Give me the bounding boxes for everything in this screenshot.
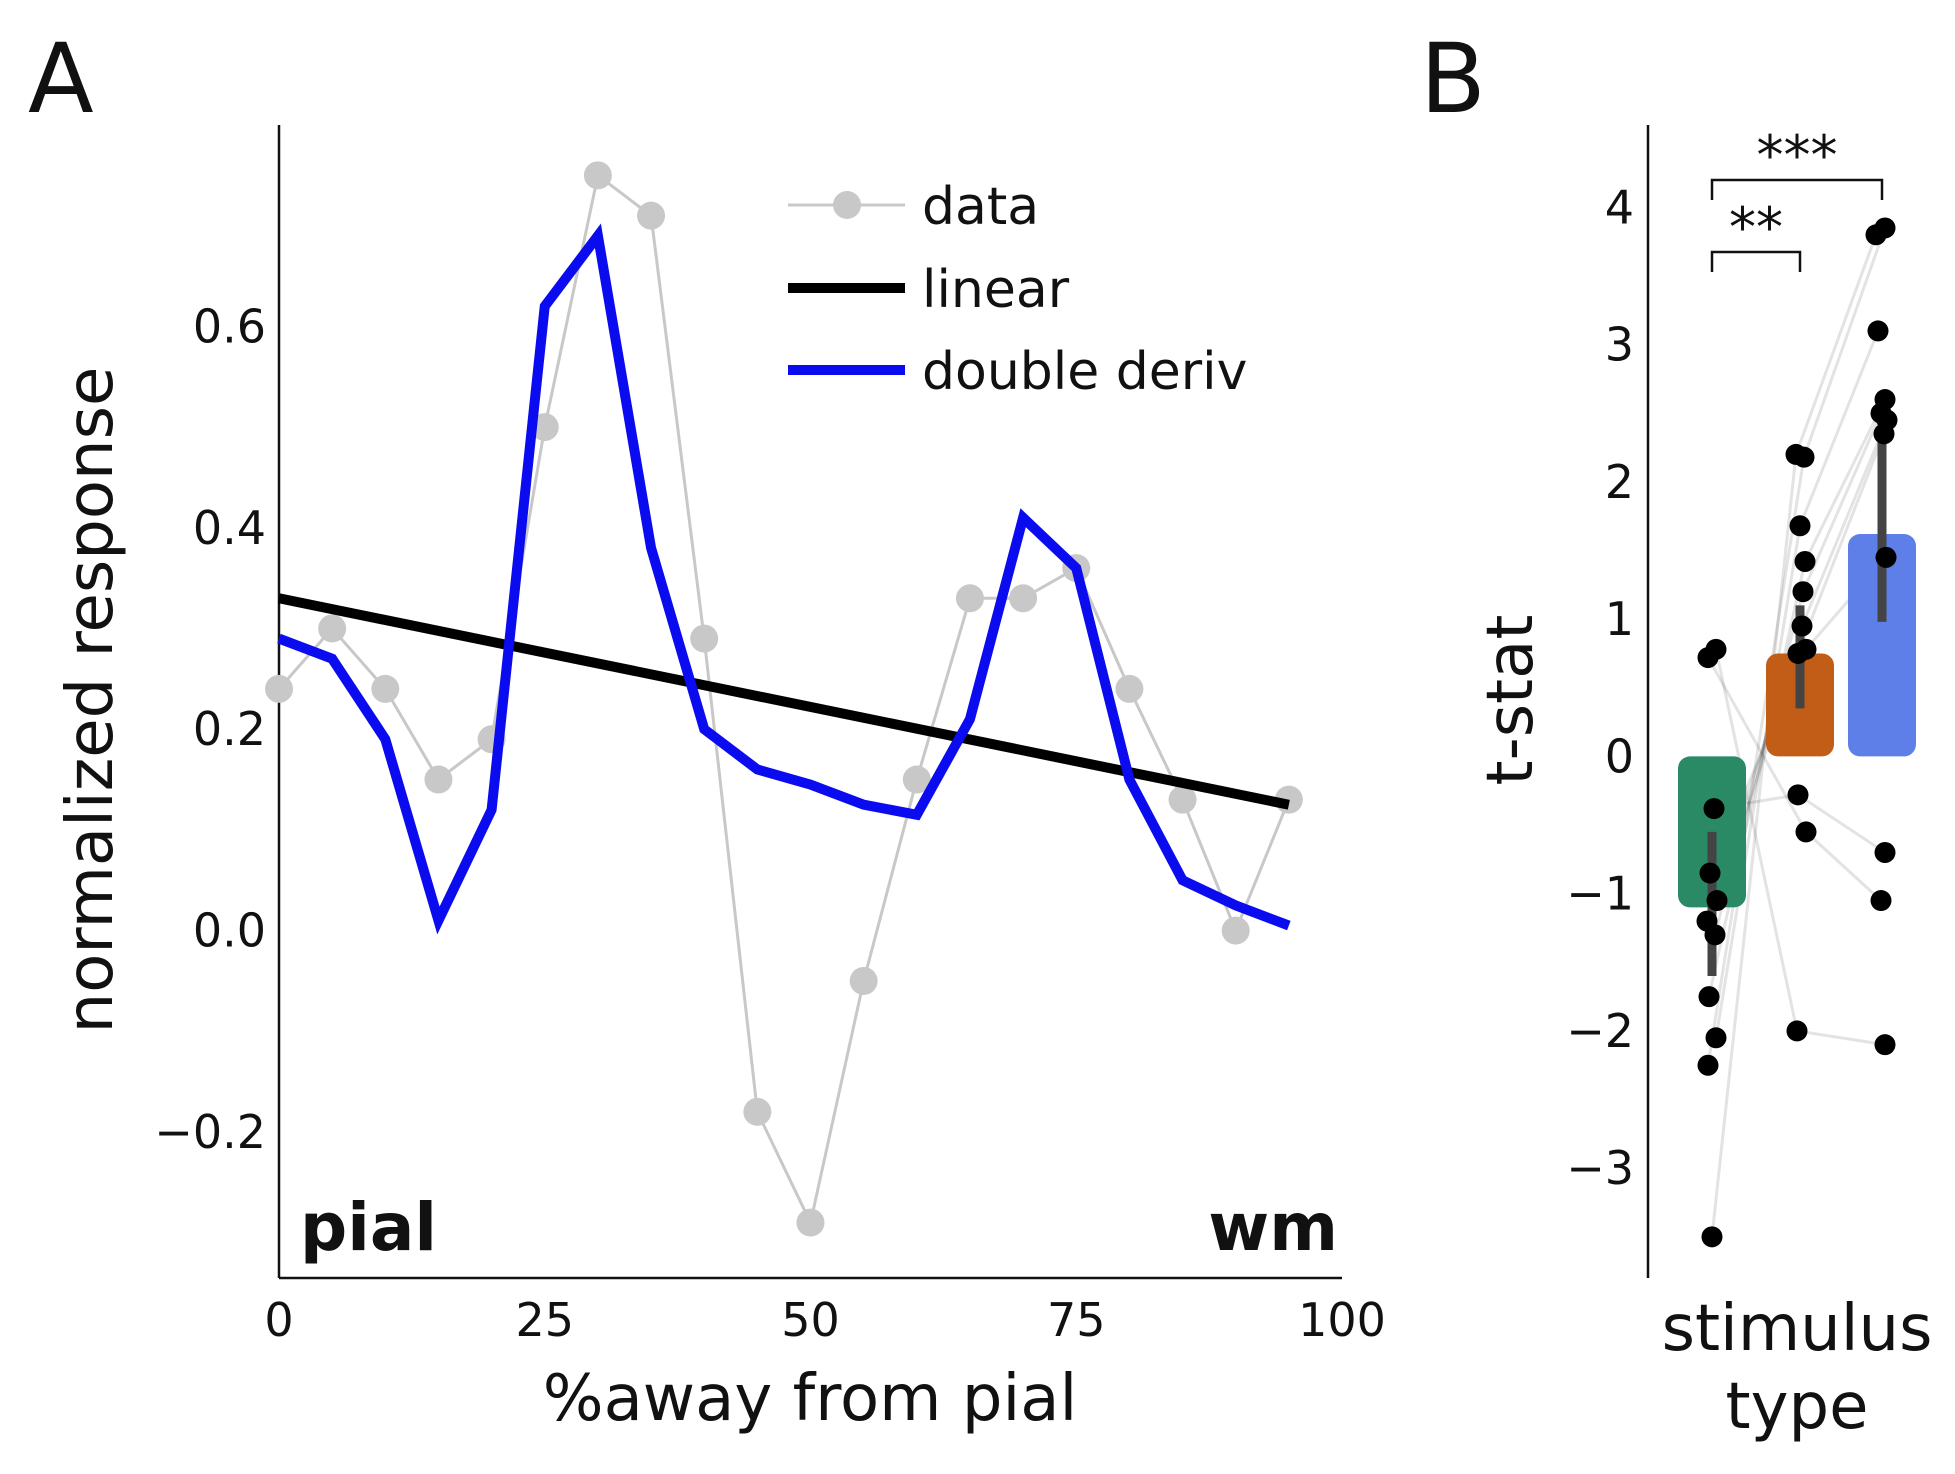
subject-point (1794, 550, 1816, 572)
panel-a-annotation-pial: pial (300, 1189, 437, 1266)
subject-point (1867, 320, 1889, 342)
data-point (955, 584, 984, 613)
subject-point (1698, 986, 1720, 1008)
panel-b-y-tick-labels: −3 −2 −1 0 1 2 3 4 (1566, 180, 1634, 1195)
panel-label-b: B (1420, 23, 1486, 135)
panel-b-y-tick-label: −2 (1566, 1004, 1634, 1058)
bar (1848, 534, 1916, 757)
significance-stars: ** (1729, 196, 1783, 259)
panel-a-y-tick-label: −0.2 (154, 1105, 266, 1159)
panel-a-y-tick-label: 0.0 (193, 904, 266, 958)
subject-point (1874, 1034, 1896, 1056)
panel-b-y-tick-label: 0 (1605, 729, 1634, 783)
legend-data-marker (833, 191, 861, 219)
panel-a-x-tick-label: 25 (515, 1293, 574, 1347)
panel-b-y-tick-label: 3 (1605, 318, 1634, 372)
subject-point (1792, 581, 1814, 603)
significance-bracket (1710, 250, 1802, 272)
data-point (1168, 785, 1197, 814)
data-point (583, 161, 612, 190)
panel-a-y-tick-label: 0.4 (193, 501, 266, 555)
subject-point (1870, 890, 1892, 912)
subject-point (1786, 1020, 1808, 1042)
data-point (318, 614, 347, 643)
subject-point (1697, 1054, 1719, 1076)
subject-point (1705, 638, 1727, 660)
panel-a-x-tick-label: 50 (781, 1293, 840, 1347)
panel-b-y-tick-label: 2 (1605, 455, 1634, 509)
subject-point (1874, 841, 1896, 863)
panel-a-axes (277, 125, 1342, 1280)
significance-bracket (1710, 178, 1884, 200)
panel-b-significance: ***** (1710, 124, 1884, 272)
subject-point (1874, 217, 1896, 239)
subject-point (1706, 890, 1728, 912)
panel-a-y-tick-label: 0.6 (193, 299, 266, 353)
panel-a-y-tick-label: 0.2 (193, 702, 266, 756)
subject-point (1793, 446, 1815, 468)
subject-point (1705, 1027, 1727, 1049)
subject-point (1873, 423, 1895, 445)
panel-a-legend: data linear double deriv (788, 177, 1247, 402)
panel-b-bars (1678, 534, 1916, 908)
series-double-deriv-line (277, 223, 1291, 935)
panel-b-x-axis-label-line2: type (1726, 1370, 1869, 1444)
legend-data-label: data (922, 177, 1039, 237)
data-point (1221, 916, 1250, 945)
panel-a-x-tick-label: 0 (264, 1293, 293, 1347)
data-point (637, 201, 666, 230)
data-point (743, 1097, 772, 1126)
subject-point (1789, 515, 1811, 537)
panel-b-x-axis-label-line1: stimulus (1662, 1292, 1933, 1366)
subject-point (1795, 638, 1817, 660)
panel-b-y-axis-label: t-stat (1474, 615, 1548, 786)
data-point (424, 765, 453, 794)
data-point (371, 674, 400, 703)
subject-point (1791, 615, 1813, 637)
data-point (1115, 674, 1144, 703)
panel-b-y-tick-label: −3 (1566, 1141, 1634, 1195)
legend-double-deriv-label: double deriv (922, 342, 1247, 402)
panel-label-a: A (28, 23, 94, 135)
panel-a-x-tick-label: 75 (1047, 1293, 1106, 1347)
panel-b-points (1696, 217, 1898, 1248)
legend-linear-label: linear (922, 260, 1070, 320)
subject-point (1875, 546, 1897, 568)
panel-a-y-axis-label: normalized response (54, 367, 128, 1034)
subject-point (1696, 910, 1718, 932)
panel-a-line-chart: 0 25 50 75 100 −0.2 0.0 0.2 0.4 0.6 %away from p… (54, 125, 1386, 1436)
subject-point (1795, 821, 1817, 843)
subject-point (1701, 1226, 1723, 1248)
series-linear-line (277, 593, 1290, 810)
panel-a-x-tick-labels: 0 25 50 75 100 (264, 1293, 1386, 1347)
subject-point (1703, 798, 1725, 820)
panel-b-y-tick-label: −1 (1566, 867, 1634, 921)
panel-a-series (265, 161, 1303, 1237)
panel-a-x-axis-label: %away from pial (543, 1362, 1078, 1436)
subject-point (1787, 784, 1809, 806)
data-point (796, 1208, 825, 1237)
panel-b-y-tick-label: 4 (1605, 180, 1634, 234)
data-point (265, 674, 293, 703)
data-point (849, 966, 878, 995)
panel-a-annotation-wm: wm (1208, 1189, 1338, 1266)
panel-a-y-tick-labels: −0.2 0.0 0.2 0.4 0.6 (154, 299, 266, 1159)
data-point (1009, 584, 1038, 613)
significance-stars: *** (1757, 124, 1838, 187)
panel-a-x-tick-label: 100 (1298, 1293, 1386, 1347)
panel-b-y-tick-label: 1 (1605, 592, 1634, 646)
data-point (690, 624, 719, 653)
data-point (902, 765, 931, 794)
subject-point (1699, 862, 1721, 884)
